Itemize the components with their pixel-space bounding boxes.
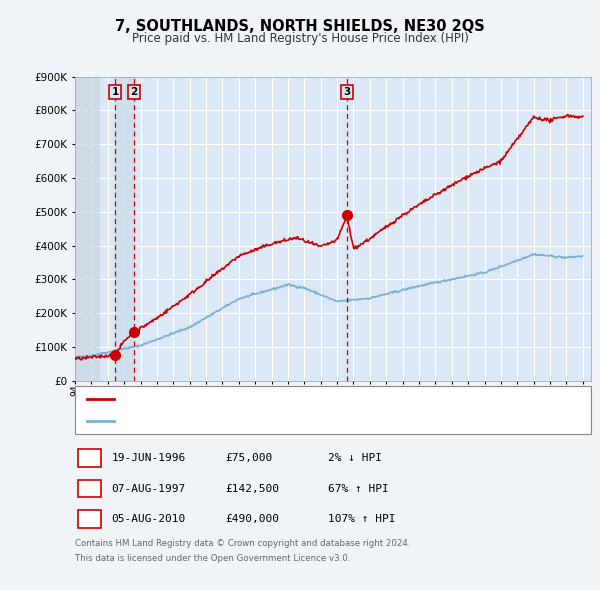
Text: 107% ↑ HPI: 107% ↑ HPI: [328, 514, 395, 524]
Text: 7, SOUTHLANDS, NORTH SHIELDS, NE30 2QS (detached house): 7, SOUTHLANDS, NORTH SHIELDS, NE30 2QS (…: [120, 394, 449, 404]
Text: Contains HM Land Registry data © Crown copyright and database right 2024.: Contains HM Land Registry data © Crown c…: [75, 539, 410, 548]
Text: 2% ↓ HPI: 2% ↓ HPI: [328, 453, 382, 463]
Text: 3: 3: [85, 513, 94, 526]
Text: £142,500: £142,500: [226, 484, 280, 493]
Bar: [75, 77, 100, 381]
Text: £490,000: £490,000: [226, 514, 280, 524]
Text: Price paid vs. HM Land Registry's House Price Index (HPI): Price paid vs. HM Land Registry's House …: [131, 32, 469, 45]
Text: 05-AUG-2010: 05-AUG-2010: [112, 514, 186, 524]
Text: HPI: Average price, detached house, North Tyneside: HPI: Average price, detached house, Nort…: [120, 416, 391, 426]
Text: 1: 1: [85, 451, 94, 464]
Text: 2: 2: [130, 87, 137, 97]
Text: 1: 1: [112, 87, 119, 97]
Text: 07-AUG-1997: 07-AUG-1997: [112, 484, 186, 493]
Bar: [115, 77, 134, 381]
Text: 67% ↑ HPI: 67% ↑ HPI: [328, 484, 388, 493]
Text: 7, SOUTHLANDS, NORTH SHIELDS, NE30 2QS: 7, SOUTHLANDS, NORTH SHIELDS, NE30 2QS: [115, 19, 485, 34]
Text: £75,000: £75,000: [226, 453, 273, 463]
Text: 19-JUN-1996: 19-JUN-1996: [112, 453, 186, 463]
Text: 3: 3: [343, 87, 350, 97]
Text: This data is licensed under the Open Government Licence v3.0.: This data is licensed under the Open Gov…: [75, 554, 350, 563]
Text: 2: 2: [85, 482, 94, 495]
